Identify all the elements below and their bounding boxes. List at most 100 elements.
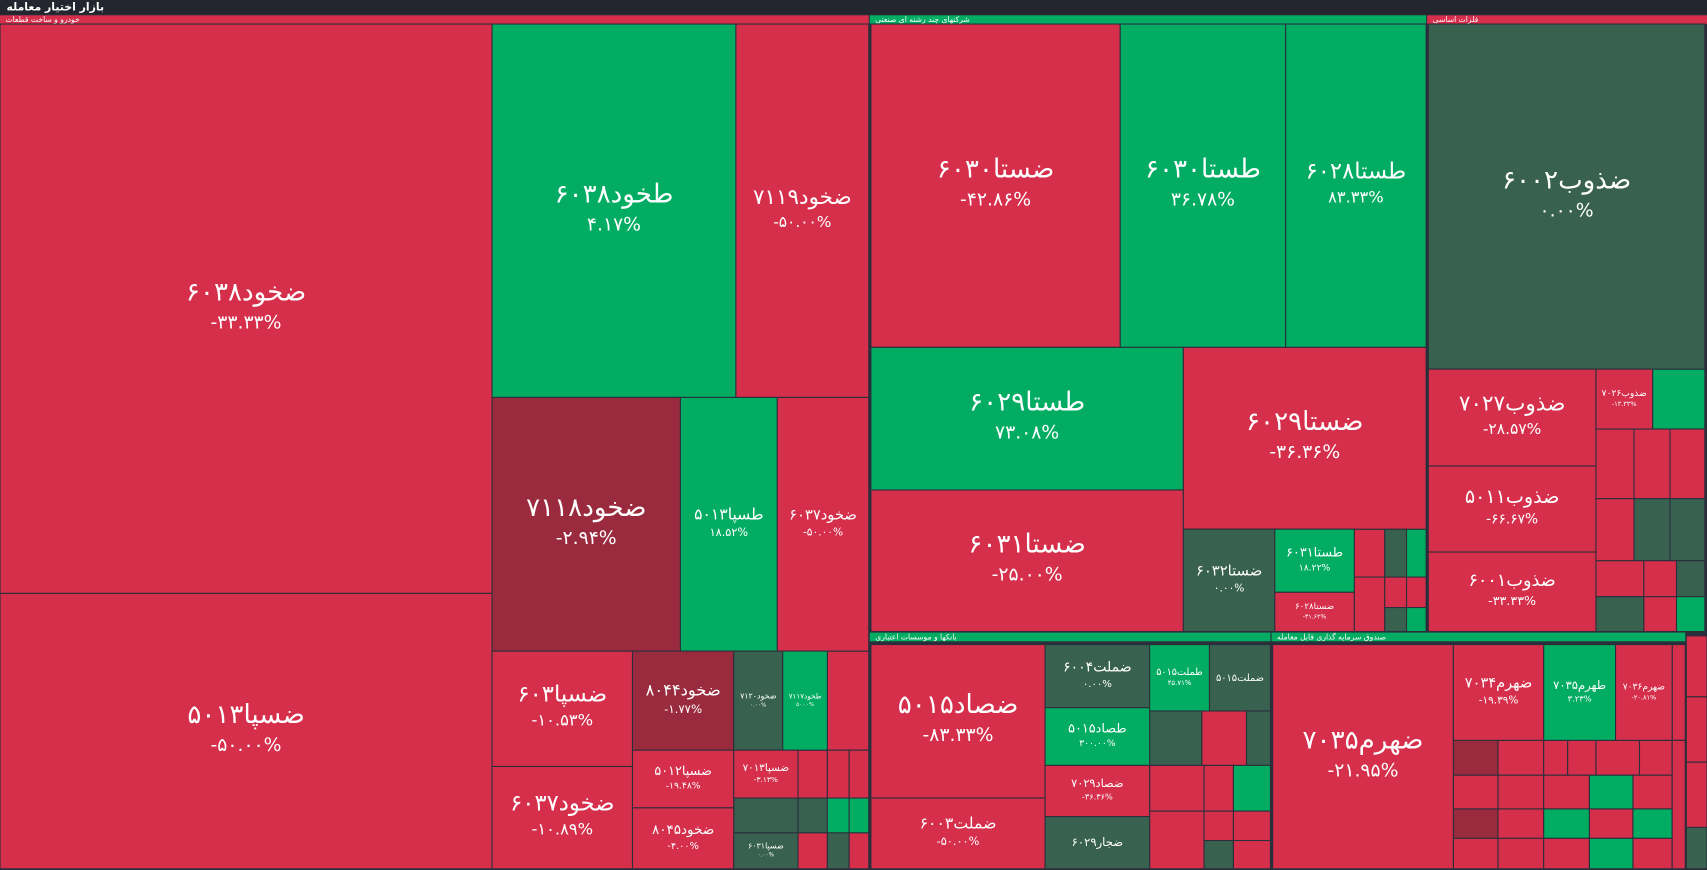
tile [1208,644,1271,712]
small-tile [1543,808,1590,839]
small-tile [826,797,850,834]
small-tile [1405,576,1427,609]
tile-change: -۶۶.۶۷% [1486,512,1538,528]
tile-symbol: ضملت۶۰۰۳ [920,814,997,833]
tile-symbol: ضذوب۶۰۰۱ [1468,571,1555,591]
tile [870,489,1184,633]
small-tile [1595,498,1635,562]
small-tile [1452,739,1499,776]
tile-symbol: طستا۶۰۲۹ [969,387,1085,417]
tile-change: -۳۶.۳۶% [1269,442,1340,463]
tile [631,749,735,809]
tile-symbol: ضسپا۵۰۱۳ [187,700,304,730]
small-tile [1632,774,1673,810]
tile-change: -۳.۱۳% [754,775,778,784]
tile [1427,551,1597,633]
small-tile [1497,774,1545,810]
tile-symbol: طستا۶۰۲۸ [1306,159,1407,185]
small-tile [733,797,799,834]
tile [1452,644,1545,741]
tile-change: ۸۳.۳۳% [1328,188,1384,207]
small-tile [1353,576,1386,633]
sector-header [869,632,1271,642]
small-tile [1232,839,1271,870]
tile [1427,368,1597,467]
small-tile [1669,498,1706,562]
tile-change: ۵۰.۰۰% [796,702,814,708]
tile-change: -۱۰.۸۹% [532,820,594,839]
tile-change: ۳۰۰.۰۰% [1079,738,1116,749]
small-tile [1452,774,1499,810]
tile-symbol: ضخود۸۰۴۴ [646,680,721,700]
tile-change: -۲۱.۹۵% [1327,761,1398,782]
tile [1044,707,1151,766]
small-tile [1632,808,1673,839]
tile-symbol: ضملت۵۰۱۵ [1216,673,1264,684]
small-tile [1384,576,1408,609]
small-tile [1405,607,1427,633]
sector-name: صندوق سرمایه گذاری قابل معامله [1277,632,1386,641]
tile [491,23,737,398]
small-tile [797,797,828,834]
tile [870,797,1046,870]
tile-change: ۴۵.۷۱% [1168,679,1192,687]
tile [1285,23,1427,348]
tile-symbol: ضستا۶۰۳۲ [1196,562,1262,579]
tile-change: ۰.۰۰% [758,853,775,859]
tile [1182,528,1276,633]
tile [0,23,493,594]
tile-symbol: ضخود۷۱۱۹ [753,185,852,210]
tile-symbol: ضستا۶۰۳۱ [968,530,1085,560]
header-title: بازار اختیار معامله [7,1,104,14]
small-tile [1452,837,1499,870]
small-tile [1671,739,1686,870]
tile-change: -۳۶.۳۶% [1082,792,1113,802]
sector-name: فلزات اساسی [1433,15,1479,24]
tile-symbol: ضذوب۶۰۰۲ [1502,165,1631,195]
tile [1427,465,1597,553]
tile-change: -۵۰.۰۰% [803,525,843,538]
tile [733,832,799,870]
small-tile [1405,528,1427,578]
tile-symbol: ضخود۷۱۲۰ [740,691,777,700]
tile-symbol: ضذوب۷۰۲۶ [1602,389,1647,399]
tile [1274,528,1355,593]
small-tile [1384,528,1408,578]
small-tile [1595,596,1645,633]
tile-change: -۸۳.۳۳% [923,725,994,746]
tile-change: ۷۳.۰۸% [995,423,1059,444]
small-tile [1497,837,1545,870]
small-tile [1353,528,1386,578]
small-tile [1497,739,1545,776]
tile-symbol: ضهرم۷۰۳۵ [1303,726,1424,756]
tile-change: ۱۸.۵۲% [710,526,749,539]
tile [0,592,493,870]
tile [733,650,784,751]
small-tile [1595,560,1645,598]
small-tile [1685,826,1707,870]
small-tile [1203,839,1234,870]
small-tile [1232,810,1271,842]
small-tile [1643,560,1678,598]
tile-change: ۱۸.۲۲% [1299,562,1331,573]
tile-symbol: ضخود۶۰۳۸ [186,278,306,308]
small-tile [848,832,870,870]
small-tile [826,650,870,751]
small-tile [1543,774,1590,810]
small-tile [1685,761,1707,829]
tile-symbol: ضذوب۵۰۱۱ [1465,485,1560,508]
tile [870,23,1121,348]
sector-header [869,15,1427,25]
tile [491,765,634,870]
tile-change: -۱۹.۳۹% [1479,694,1519,706]
small-tile [1497,808,1545,839]
small-tile [1201,710,1248,766]
small-tile [1595,428,1635,500]
tile [870,346,1184,491]
sector-header [0,15,869,25]
tile-symbol: ضخود۶۰۳۷ [789,506,857,523]
sector-name: شرکتهای چند رشته ای صنعتی [875,15,970,24]
tile [631,650,735,751]
small-tile [1149,810,1205,870]
small-tile [1543,837,1590,870]
